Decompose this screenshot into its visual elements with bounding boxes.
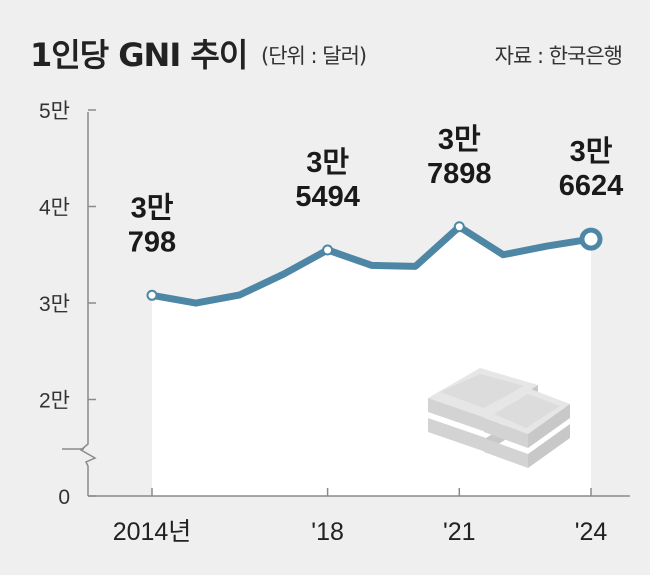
x-tick-label: 2014년	[113, 518, 192, 546]
data-point	[146, 289, 158, 301]
money-stack-right	[484, 388, 570, 468]
y-tick-label: 2만	[39, 390, 70, 413]
data-label: 3만	[570, 135, 613, 168]
x-tick-label: '18	[311, 518, 344, 546]
y-tick-label: 0	[58, 486, 70, 509]
data-point	[322, 244, 334, 256]
y-axis-line	[79, 112, 97, 496]
data-label: 6624	[559, 170, 624, 202]
data-label: 5494	[295, 181, 360, 213]
data-label: 3만	[131, 191, 174, 224]
y-tick-label: 3만	[39, 293, 70, 316]
chart-title: 1인당 GNI 추이	[30, 36, 248, 74]
data-label: 7898	[427, 158, 492, 190]
gni-line	[148, 223, 595, 307]
data-label: 3만	[306, 146, 349, 179]
y-tick-label: 4만	[39, 197, 70, 220]
data-label: 3만	[438, 123, 481, 156]
y-tick-label: 5만	[39, 100, 70, 123]
x-tick-label: '24	[575, 518, 608, 546]
data-label: 798	[128, 226, 176, 258]
x-tick-label: '21	[443, 518, 476, 546]
money-stack-illustration	[428, 368, 570, 468]
unit-label: (단위 : 달러)	[261, 44, 367, 68]
source-label: 자료 : 한국은행	[494, 44, 623, 68]
data-point	[453, 221, 465, 233]
data-point	[579, 227, 603, 251]
